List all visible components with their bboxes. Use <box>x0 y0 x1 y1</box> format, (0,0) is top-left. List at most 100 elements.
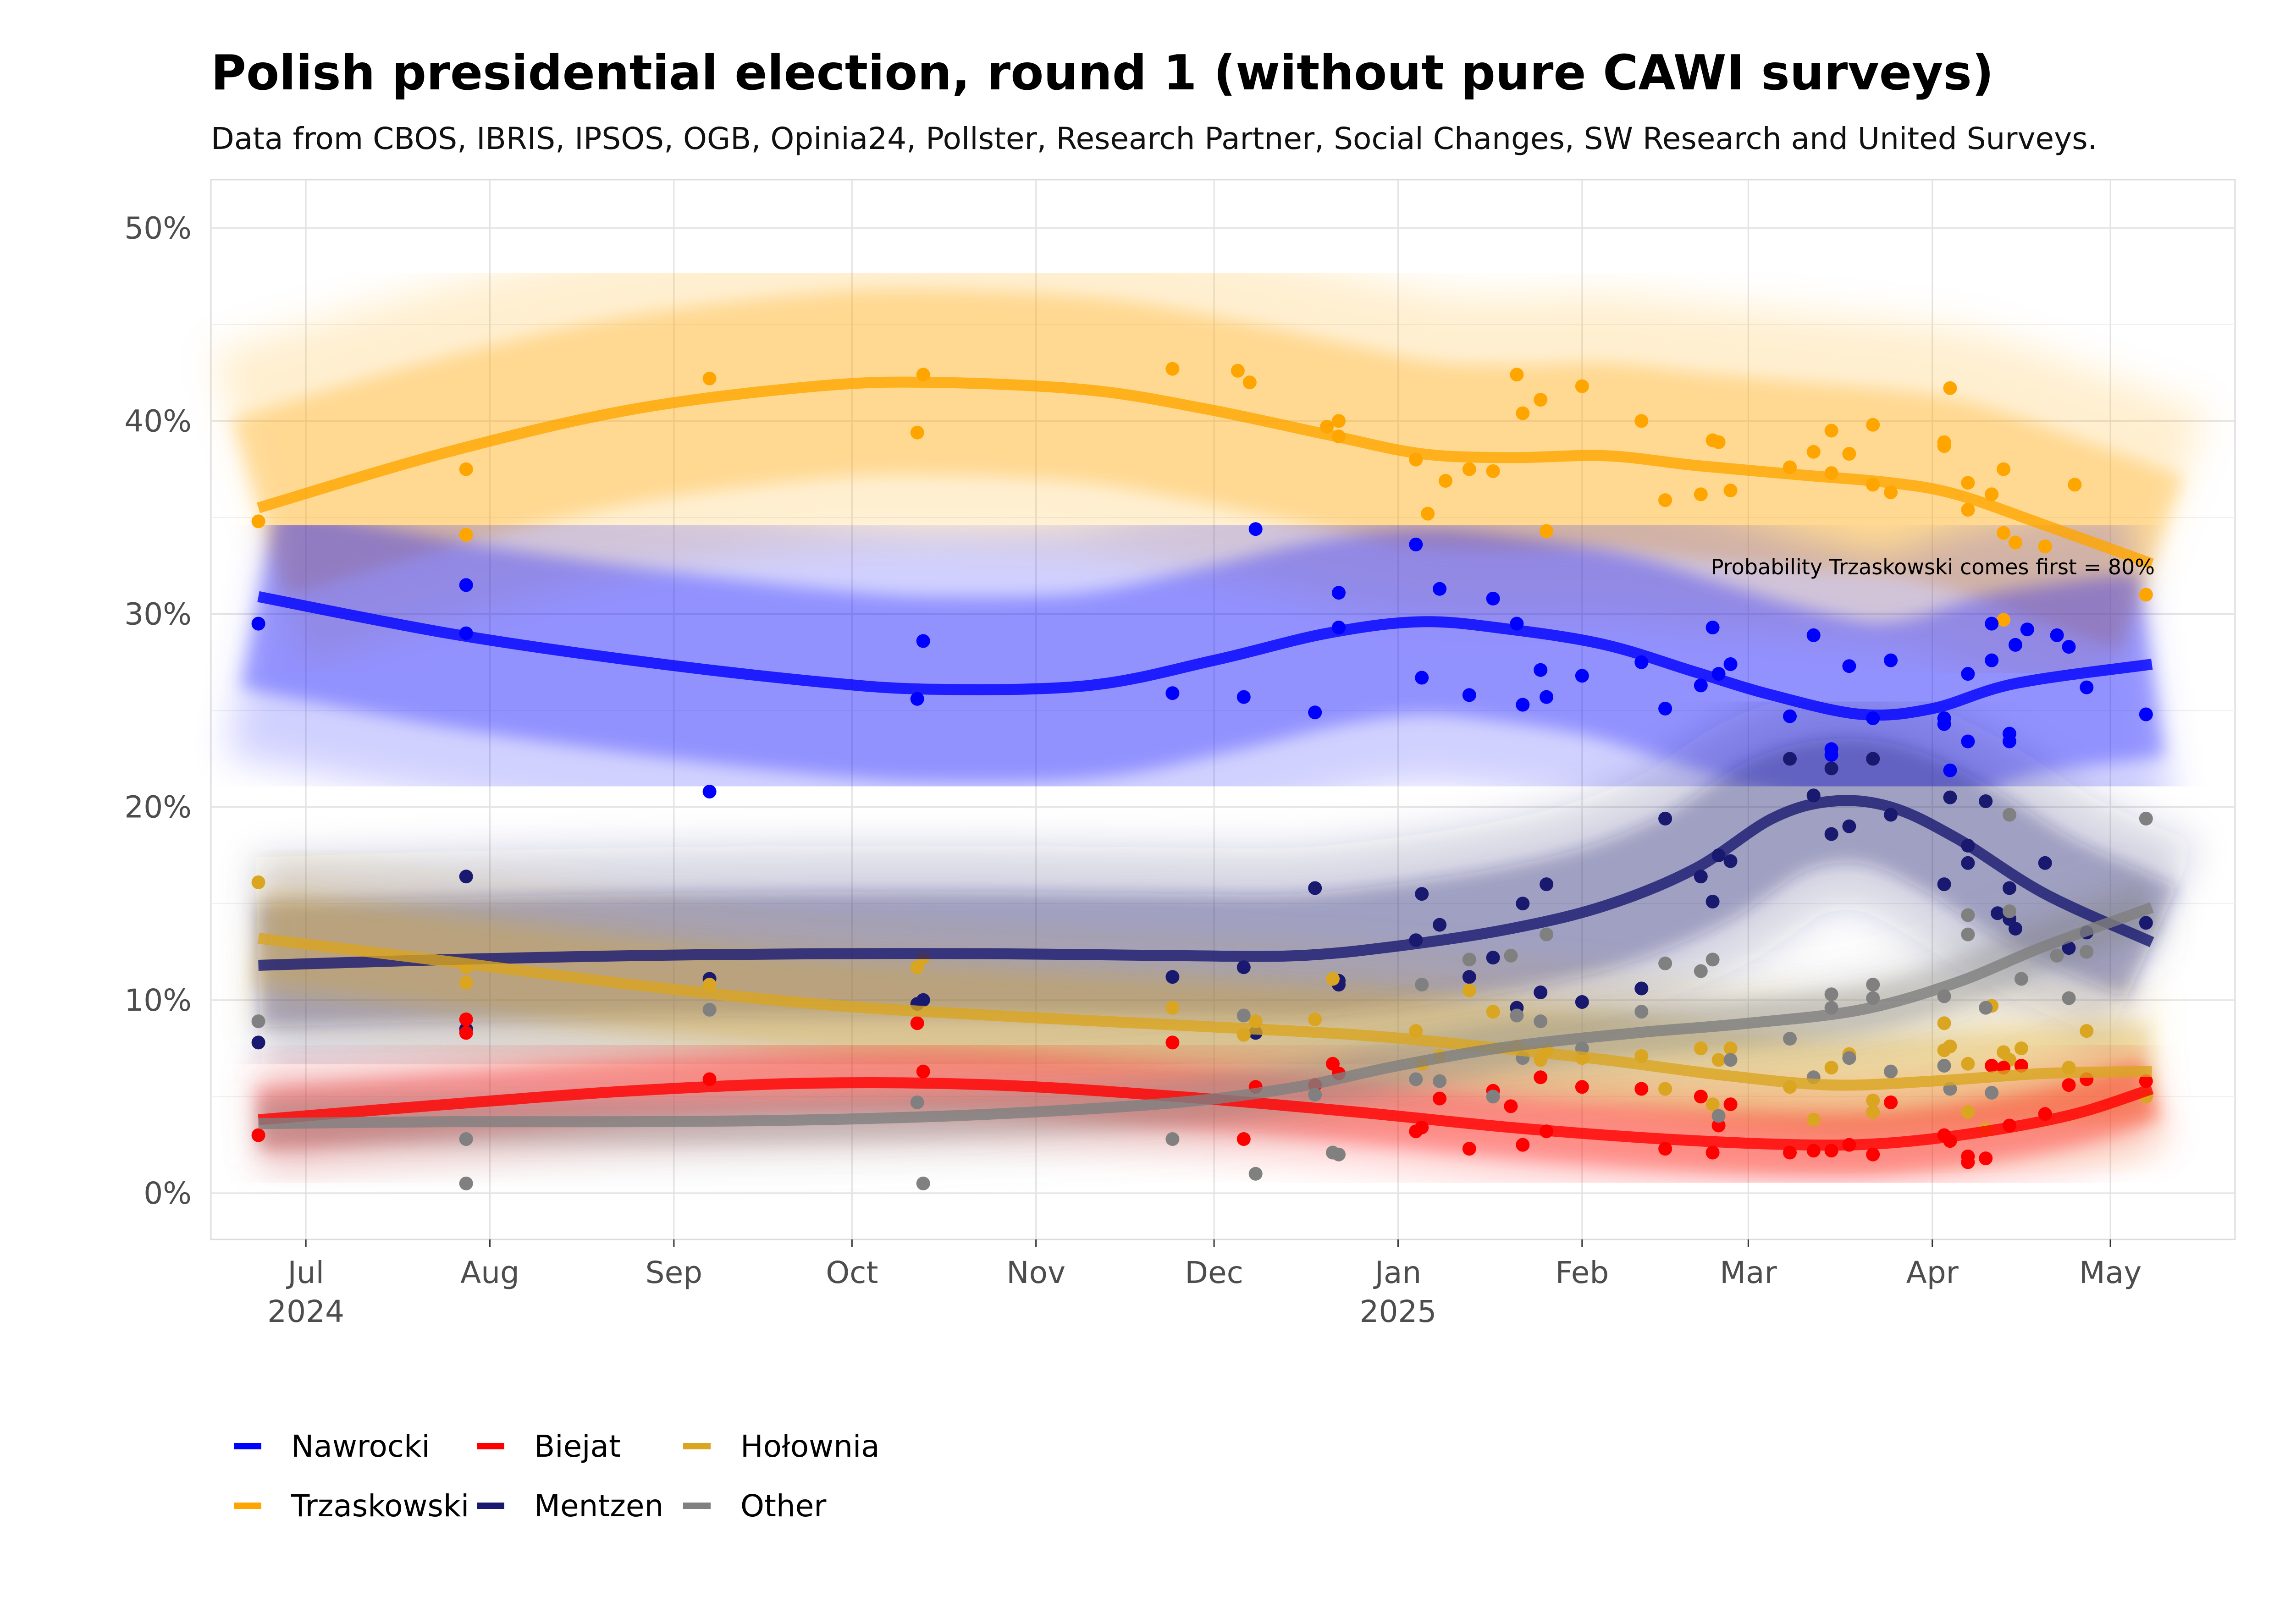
poll-point-mentzen <box>1516 897 1530 911</box>
poll-point-nawrocki <box>1165 686 1180 700</box>
poll-point-trzaskowski <box>1165 362 1180 376</box>
x-tick-label: Dec <box>1185 1255 1243 1290</box>
poll-point-nawrocki <box>1236 690 1251 704</box>
poll-point-holownia <box>251 875 265 889</box>
poll-point-holownia <box>1824 1061 1838 1075</box>
poll-point-other <box>251 1014 265 1029</box>
trend-line-other <box>258 902 2154 1129</box>
legend-label-mentzen: Mentzen <box>534 1488 663 1524</box>
poll-point-mentzen <box>1824 761 1838 776</box>
poll-point-other <box>1723 1053 1738 1067</box>
poll-point-nawrocki <box>1706 621 1720 634</box>
poll-point-holownia <box>459 975 473 990</box>
poll-point-other <box>1824 987 1838 1002</box>
poll-point-biejat <box>1985 1059 1999 1073</box>
poll-point-other <box>910 1096 924 1109</box>
poll-point-trzaskowski <box>1486 464 1500 478</box>
poll-point-nawrocki <box>910 692 924 706</box>
trend-line-holownia <box>258 933 2152 1091</box>
poll-point-holownia <box>1486 1005 1500 1019</box>
poll-point-mentzen <box>2038 856 2052 870</box>
poll-point-biejat <box>2062 1078 2076 1092</box>
poll-point-mentzen <box>1866 752 1880 766</box>
poll-point-other <box>459 1132 473 1146</box>
x-tick-label: Jul <box>286 1255 324 1290</box>
poll-point-trzaskowski <box>1723 484 1738 497</box>
poll-point-trzaskowski <box>1711 435 1726 449</box>
poll-point-trzaskowski <box>1824 424 1838 438</box>
poll-point-other <box>1961 908 1975 922</box>
poll-point-biejat <box>251 1128 265 1142</box>
poll-point-mentzen <box>1979 794 1993 808</box>
poll-point-biejat <box>1866 1147 1880 1162</box>
poll-point-nawrocki <box>2139 707 2153 721</box>
legend-label-other: Other <box>740 1488 827 1524</box>
poll-point-trzaskowski <box>1332 414 1346 428</box>
poll-point-nawrocki <box>2003 734 2016 749</box>
chart-title: Polish presidential election, round 1 (w… <box>211 45 1994 101</box>
poll-point-other <box>1540 927 1554 941</box>
poll-point-trzaskowski <box>2068 478 2082 492</box>
poll-point-holownia <box>1694 1041 1708 1056</box>
x-axis: Jul 2024 Aug Sep Oct Nov Dec Jan 2025 Feb Mar Apr Ma… <box>267 1239 2142 1329</box>
poll-point-trzaskowski <box>1997 462 2011 476</box>
poll-point-trzaskowski <box>1534 393 1548 407</box>
poll-point-nawrocki <box>1937 717 1951 731</box>
poll-point-mentzen <box>1943 790 1957 804</box>
poll-point-trzaskowski <box>1634 414 1649 428</box>
poll-point-other <box>1842 1051 1856 1065</box>
poll-point-mentzen <box>1658 811 1672 826</box>
poll-point-other <box>1694 964 1708 978</box>
poll-point-mentzen <box>1961 856 1975 870</box>
poll-point-other <box>2003 808 2016 822</box>
poll-point-nawrocki <box>1534 663 1548 677</box>
trend-line-trzaskowski <box>257 376 2154 569</box>
poll-point-other <box>1979 1001 1993 1015</box>
poll-point-other <box>2062 991 2076 1005</box>
poll-point-trzaskowski <box>1866 418 1880 432</box>
poll-point-trzaskowski <box>251 514 265 528</box>
poll-point-biejat <box>1961 1155 1975 1169</box>
poll-point-trzaskowski <box>1943 381 1957 395</box>
trend-line-mentzen <box>258 795 2154 971</box>
poll-point-holownia <box>1658 1082 1672 1096</box>
poll-point-other <box>1985 1085 1999 1100</box>
poll-point-other <box>1711 1109 1726 1123</box>
poll-point-mentzen <box>1165 970 1180 984</box>
poll-point-nawrocki <box>459 578 473 592</box>
x-tick-year-label: 2025 <box>1359 1294 1436 1329</box>
poll-point-nawrocki <box>916 634 930 648</box>
legend-label-trzaskowski: Trzaskowski <box>291 1488 469 1524</box>
poll-point-nawrocki <box>1248 522 1263 536</box>
poll-point-mentzen <box>1783 752 1797 766</box>
y-tick-label: 0% <box>144 1176 192 1211</box>
poll-point-biejat <box>1516 1138 1530 1152</box>
poll-point-mentzen <box>1433 918 1447 932</box>
x-tick-label: Sep <box>646 1255 702 1290</box>
poll-point-other <box>702 1002 717 1017</box>
y-tick-label: 30% <box>124 597 192 632</box>
poll-point-holownia <box>2014 1041 2028 1056</box>
poll-point-other <box>2080 945 2094 959</box>
x-tick-label: May <box>2079 1255 2142 1290</box>
y-tick-label: 20% <box>124 790 192 825</box>
poll-point-trzaskowski <box>2139 588 2153 602</box>
poll-point-other <box>916 1176 930 1190</box>
poll-point-trzaskowski <box>910 425 924 440</box>
poll-point-nawrocki <box>1516 698 1530 712</box>
poll-point-other <box>1248 1167 1263 1181</box>
chart-subtitle: Data from CBOS, IBRIS, IPSOS, OGB, Opini… <box>211 121 2097 156</box>
poll-point-other <box>1783 1032 1797 1046</box>
poll-point-biejat <box>1979 1151 1993 1166</box>
poll-point-mentzen <box>1706 895 1720 908</box>
poll-point-nawrocki <box>1985 653 1999 667</box>
poll-point-trzaskowski <box>1439 474 1452 488</box>
poll-point-trzaskowski <box>1462 462 1476 476</box>
poll-point-mentzen <box>1540 877 1554 892</box>
y-tick-label: 50% <box>124 210 192 246</box>
trend-line-nawrocki <box>257 591 2153 721</box>
poll-point-other <box>459 1176 473 1190</box>
poll-point-other <box>2050 948 2064 963</box>
poll-point-other <box>1884 1064 1898 1079</box>
